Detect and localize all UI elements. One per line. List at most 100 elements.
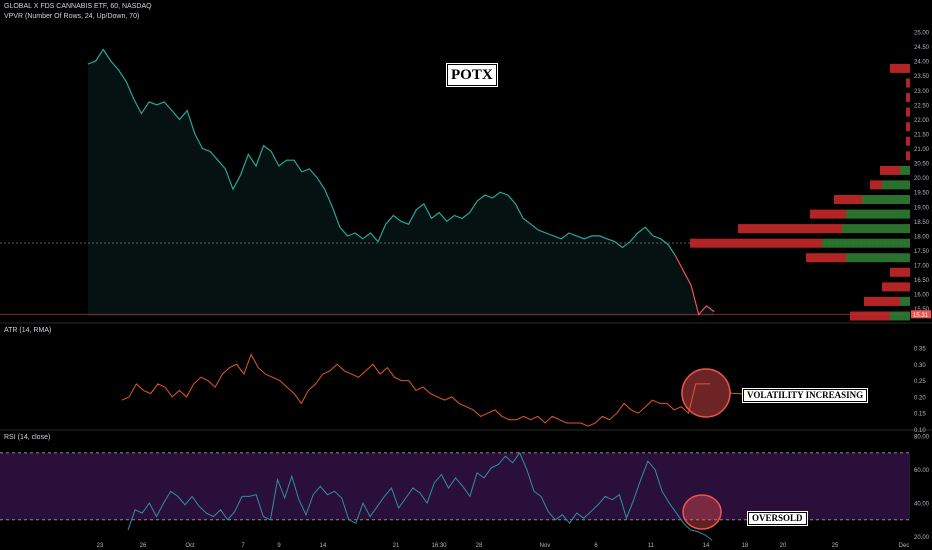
axes: 25.00 24.50 24.00 23.50 23.00 22.50 22.00 21.50… xyxy=(0,31,932,549)
vp-bar-up xyxy=(862,195,910,204)
price-point xyxy=(278,165,280,167)
rsi-band xyxy=(0,452,910,520)
price-point xyxy=(698,314,700,315)
rsi-point xyxy=(604,496,606,497)
atr-point xyxy=(673,409,675,411)
price-point xyxy=(622,247,623,248)
last-price-tag xyxy=(911,310,931,319)
price-y-tick: 24.50 xyxy=(914,45,930,51)
volatility-circle xyxy=(681,368,731,418)
atr-point xyxy=(250,354,252,355)
price-point xyxy=(545,232,547,234)
symbol-title: GLOBAL X FDS CANNABIS ETF, 60, NASDAQ xyxy=(4,3,152,10)
atr-point xyxy=(458,403,460,404)
x-tick-label: 16:30 xyxy=(431,543,447,549)
vp-bar-up xyxy=(842,224,910,234)
rsi-point xyxy=(669,502,670,504)
atr-point xyxy=(200,377,202,378)
price-point xyxy=(110,60,112,62)
rsi-point xyxy=(163,502,164,504)
rsi-point xyxy=(312,494,314,496)
rsi-point xyxy=(291,475,293,477)
price-point xyxy=(362,238,364,240)
atr-point xyxy=(473,409,474,411)
atr-point xyxy=(551,416,553,417)
price-y-tick: 20.00 xyxy=(914,176,930,182)
price-y-tick: 23.00 xyxy=(914,89,930,95)
atr-point xyxy=(286,386,288,388)
price-point xyxy=(141,113,142,114)
rsi-point xyxy=(612,499,613,501)
price-point xyxy=(217,159,219,161)
atr-point xyxy=(559,419,560,421)
x-tick-label: 20 xyxy=(780,543,787,549)
atr-point xyxy=(652,399,653,401)
price-point xyxy=(316,177,318,179)
vp-bar-down xyxy=(690,238,822,248)
rsi-point xyxy=(526,469,528,470)
atr-point xyxy=(308,390,309,391)
price-point xyxy=(118,69,119,71)
oversold-circle xyxy=(682,494,722,530)
atr-point xyxy=(530,419,531,421)
atr-point xyxy=(444,399,446,401)
rsi-point xyxy=(476,472,478,474)
rsi-point xyxy=(448,487,449,489)
price-point xyxy=(324,188,326,190)
rsi-point xyxy=(505,455,506,457)
rsi-point xyxy=(676,512,677,514)
x-tick-label: Oct xyxy=(185,543,195,549)
atr-point xyxy=(623,403,625,404)
price-point xyxy=(408,223,409,225)
price-area-fill xyxy=(88,49,714,316)
price-y-tick: 17.00 xyxy=(914,264,930,270)
rsi-point xyxy=(576,512,577,514)
vp-bar-down xyxy=(906,122,910,132)
vp-bar-down xyxy=(850,311,890,321)
price-point xyxy=(87,63,89,65)
atr-point xyxy=(537,416,539,417)
atr-point xyxy=(121,399,123,401)
price-point xyxy=(415,209,417,211)
vp-bar-down xyxy=(882,282,910,292)
price-point xyxy=(293,159,295,161)
rsi-point xyxy=(683,522,684,524)
price-y-tick: 22.50 xyxy=(914,103,930,109)
atr-point xyxy=(387,367,388,368)
last-price-label: 15.31 xyxy=(913,313,929,319)
vp-bar-down xyxy=(870,180,882,190)
atr-y-tick: 0.15 xyxy=(914,412,926,418)
atr-point xyxy=(358,377,359,378)
price-point xyxy=(179,119,181,120)
price-point xyxy=(591,235,593,237)
rsi-point xyxy=(220,509,221,511)
price-y-tick: 18.50 xyxy=(914,220,930,226)
vp-bar-down xyxy=(906,93,910,102)
atr-point xyxy=(150,393,151,394)
rsi-point xyxy=(490,467,492,469)
rsi-point xyxy=(141,512,143,514)
atr-point xyxy=(523,416,524,417)
price-point xyxy=(538,229,539,231)
atr-point xyxy=(451,396,453,398)
atr-point xyxy=(193,383,194,385)
price-point xyxy=(675,255,677,257)
rsi-point xyxy=(455,477,456,479)
vp-bar-down xyxy=(738,224,842,234)
atr-point xyxy=(186,396,187,398)
price-point xyxy=(148,101,150,103)
price-point xyxy=(560,238,562,240)
atr-point xyxy=(265,373,266,375)
x-tick-label: Dec xyxy=(899,543,910,549)
rsi-indicator-label: RSI (14, close) xyxy=(4,434,51,441)
price-point xyxy=(568,232,570,234)
price-panel xyxy=(0,48,910,316)
rsi-point xyxy=(412,487,414,489)
price-point xyxy=(507,194,509,196)
rsi-point xyxy=(697,531,699,532)
rsi-point xyxy=(348,519,350,521)
price-drop-series xyxy=(675,256,715,316)
price-point xyxy=(683,270,684,272)
atr-point xyxy=(508,419,510,421)
atr-point xyxy=(408,380,410,381)
